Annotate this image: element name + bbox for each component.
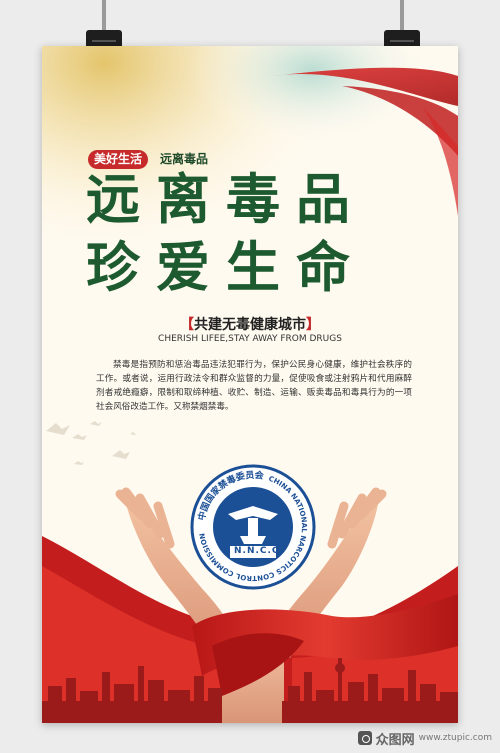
doves [46,421,137,465]
slogan-chinese: 【共建无毒健康城市】 [42,314,458,334]
watermark-logo-text: 众图网 [375,732,415,748]
tag-text: 远离毒品 [160,152,209,166]
city-skyline [42,658,458,723]
watermark-logo-icon [357,731,372,745]
hands-ribbon-skyline-illustration [42,421,458,723]
nncc-emblem: 中国国家禁毒委员会 CHINA NATIONAL NARCOTICS CONTR… [190,464,316,590]
title-line-2: 珍爱生命 [86,236,366,299]
slogan-english: CHERISH LIFEE,STAY AWAY FROM DRUGS [158,334,342,344]
description-paragraph: 禁毒是指预防和惩治毒品违法犯罪行为，保护公民身心健康，维护社会秩序的工作。或者说… [96,360,412,412]
watermark: 众图网 www.ztupic.com [357,729,492,748]
emblem-center-text: N.N.C.C [234,546,280,556]
slogan-bracket-right: 】 [306,317,320,333]
watermark-url: www.ztupic.com [418,733,492,743]
poster: 美好生活 远离毒品 远离毒品 珍爱生命 【共建无毒健康城市】 CHERISH L… [42,46,458,723]
slogan-chinese-text: 共建无毒健康城市 [194,317,306,333]
slogan-bracket-left: 【 [180,317,194,333]
title-line-1: 远离毒品 [86,168,366,231]
tag-pill-good-life: 美好生活 [88,150,149,169]
